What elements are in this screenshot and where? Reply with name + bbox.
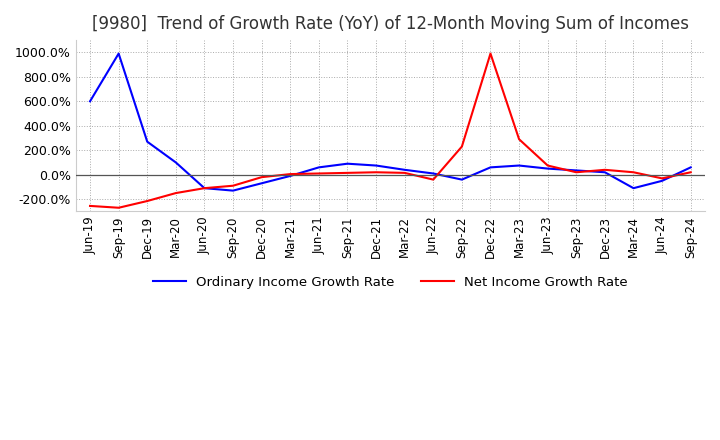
Ordinary Income Growth Rate [200, 186, 209, 191]
Title: [9980]  Trend of Growth Rate (YoY) of 12-Month Moving Sum of Incomes: [9980] Trend of Growth Rate (YoY) of 12-… [92, 15, 689, 33]
Ordinary Income Growth Rate [515, 163, 523, 168]
Net Income Growth Rate [515, 136, 523, 142]
Net Income Growth Rate [286, 172, 294, 177]
Net Income Growth Rate [629, 170, 638, 175]
Ordinary Income Growth Rate [343, 161, 352, 166]
Ordinary Income Growth Rate [572, 168, 580, 173]
Ordinary Income Growth Rate [114, 51, 123, 56]
Ordinary Income Growth Rate [544, 166, 552, 171]
Line: Net Income Growth Rate: Net Income Growth Rate [90, 54, 690, 208]
Ordinary Income Growth Rate [400, 167, 409, 172]
Net Income Growth Rate [457, 144, 466, 149]
Net Income Growth Rate [229, 183, 238, 188]
Ordinary Income Growth Rate [686, 165, 695, 170]
Ordinary Income Growth Rate [143, 139, 152, 144]
Ordinary Income Growth Rate [486, 165, 495, 170]
Legend: Ordinary Income Growth Rate, Net Income Growth Rate: Ordinary Income Growth Rate, Net Income … [148, 270, 634, 294]
Net Income Growth Rate [429, 177, 438, 182]
Ordinary Income Growth Rate [600, 170, 609, 175]
Net Income Growth Rate [143, 198, 152, 204]
Net Income Growth Rate [600, 167, 609, 172]
Ordinary Income Growth Rate [658, 178, 667, 183]
Ordinary Income Growth Rate [229, 188, 238, 193]
Net Income Growth Rate [86, 203, 94, 209]
Net Income Growth Rate [544, 163, 552, 168]
Ordinary Income Growth Rate [372, 163, 380, 168]
Net Income Growth Rate [343, 170, 352, 176]
Ordinary Income Growth Rate [257, 181, 266, 186]
Net Income Growth Rate [200, 186, 209, 191]
Net Income Growth Rate [257, 175, 266, 180]
Ordinary Income Growth Rate [457, 177, 466, 182]
Net Income Growth Rate [658, 176, 667, 181]
Net Income Growth Rate [572, 170, 580, 175]
Ordinary Income Growth Rate [286, 173, 294, 179]
Net Income Growth Rate [171, 191, 180, 196]
Net Income Growth Rate [372, 170, 380, 175]
Ordinary Income Growth Rate [629, 186, 638, 191]
Ordinary Income Growth Rate [171, 160, 180, 165]
Net Income Growth Rate [486, 51, 495, 56]
Net Income Growth Rate [315, 171, 323, 176]
Net Income Growth Rate [686, 170, 695, 175]
Ordinary Income Growth Rate [315, 165, 323, 170]
Net Income Growth Rate [400, 170, 409, 176]
Line: Ordinary Income Growth Rate: Ordinary Income Growth Rate [90, 54, 690, 191]
Ordinary Income Growth Rate [429, 171, 438, 176]
Net Income Growth Rate [114, 205, 123, 210]
Ordinary Income Growth Rate [86, 99, 94, 104]
